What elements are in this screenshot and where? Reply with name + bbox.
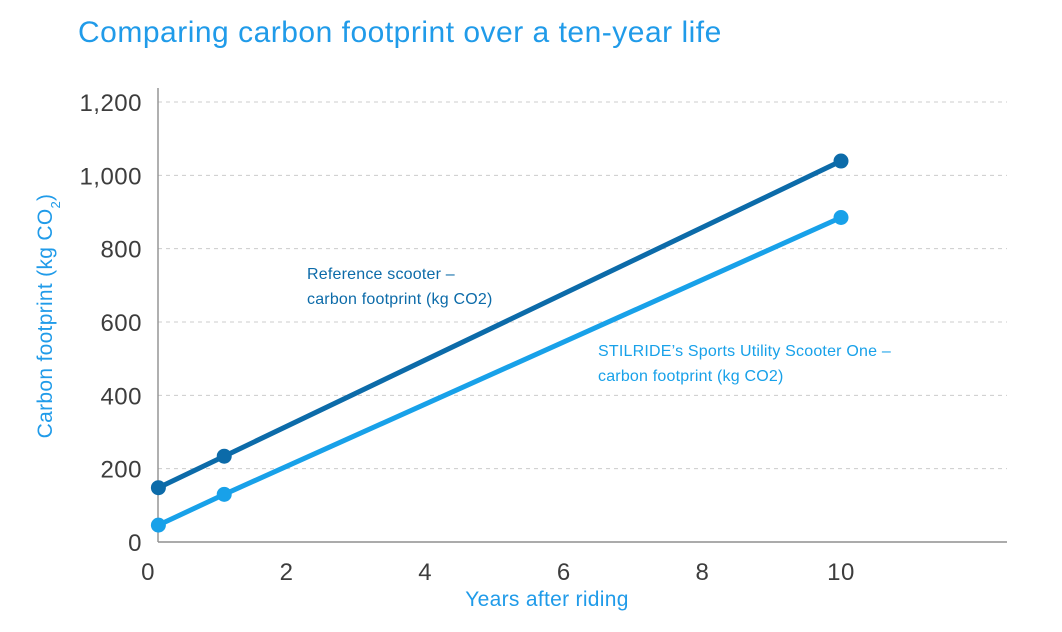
data-point-marker-1-2 <box>833 210 849 225</box>
x-tick-label: 4 <box>418 559 432 586</box>
annotation-stilride-scooter: STILRIDE’s Sports Utility Scooter One – … <box>598 339 891 389</box>
data-point-marker-0-1 <box>216 448 232 464</box>
annotation-reference-scooter: Reference scooter – carbon footprint (kg… <box>307 262 493 312</box>
y-tick-label: 600 <box>100 310 142 337</box>
y-tick-label: 800 <box>100 237 142 264</box>
y-tick-label: 400 <box>100 383 142 410</box>
data-point-marker-0-0 <box>150 480 166 496</box>
data-point-marker-1-0 <box>150 517 166 533</box>
y-tick-label: 1,200 <box>79 90 142 117</box>
data-point-marker-1-1 <box>216 486 232 502</box>
annotation-stilride-line1: STILRIDE’s Sports Utility Scooter One – <box>598 343 891 360</box>
series-line-0 <box>155 158 844 491</box>
y-tick-label: 1,000 <box>79 163 142 190</box>
x-tick-label: 8 <box>695 559 709 586</box>
x-axis-title: Years after riding <box>465 588 629 611</box>
y-tick-label: 0 <box>128 530 142 557</box>
annotation-reference-line2: carbon footprint (kg CO2) <box>307 291 493 308</box>
x-tick-label: 10 <box>827 559 855 586</box>
data-point-marker-0-2 <box>833 153 849 169</box>
x-tick-label: 6 <box>557 559 571 586</box>
annotation-stilride-line2: carbon footprint (kg CO2) <box>598 368 784 385</box>
x-tick-label: 0 <box>141 559 155 586</box>
chart-title: Comparing carbon footprint over a ten-ye… <box>78 16 722 49</box>
x-tick-label: 2 <box>280 559 294 586</box>
annotation-reference-line1: Reference scooter – <box>307 266 455 283</box>
y-tick-label: 200 <box>100 457 142 484</box>
